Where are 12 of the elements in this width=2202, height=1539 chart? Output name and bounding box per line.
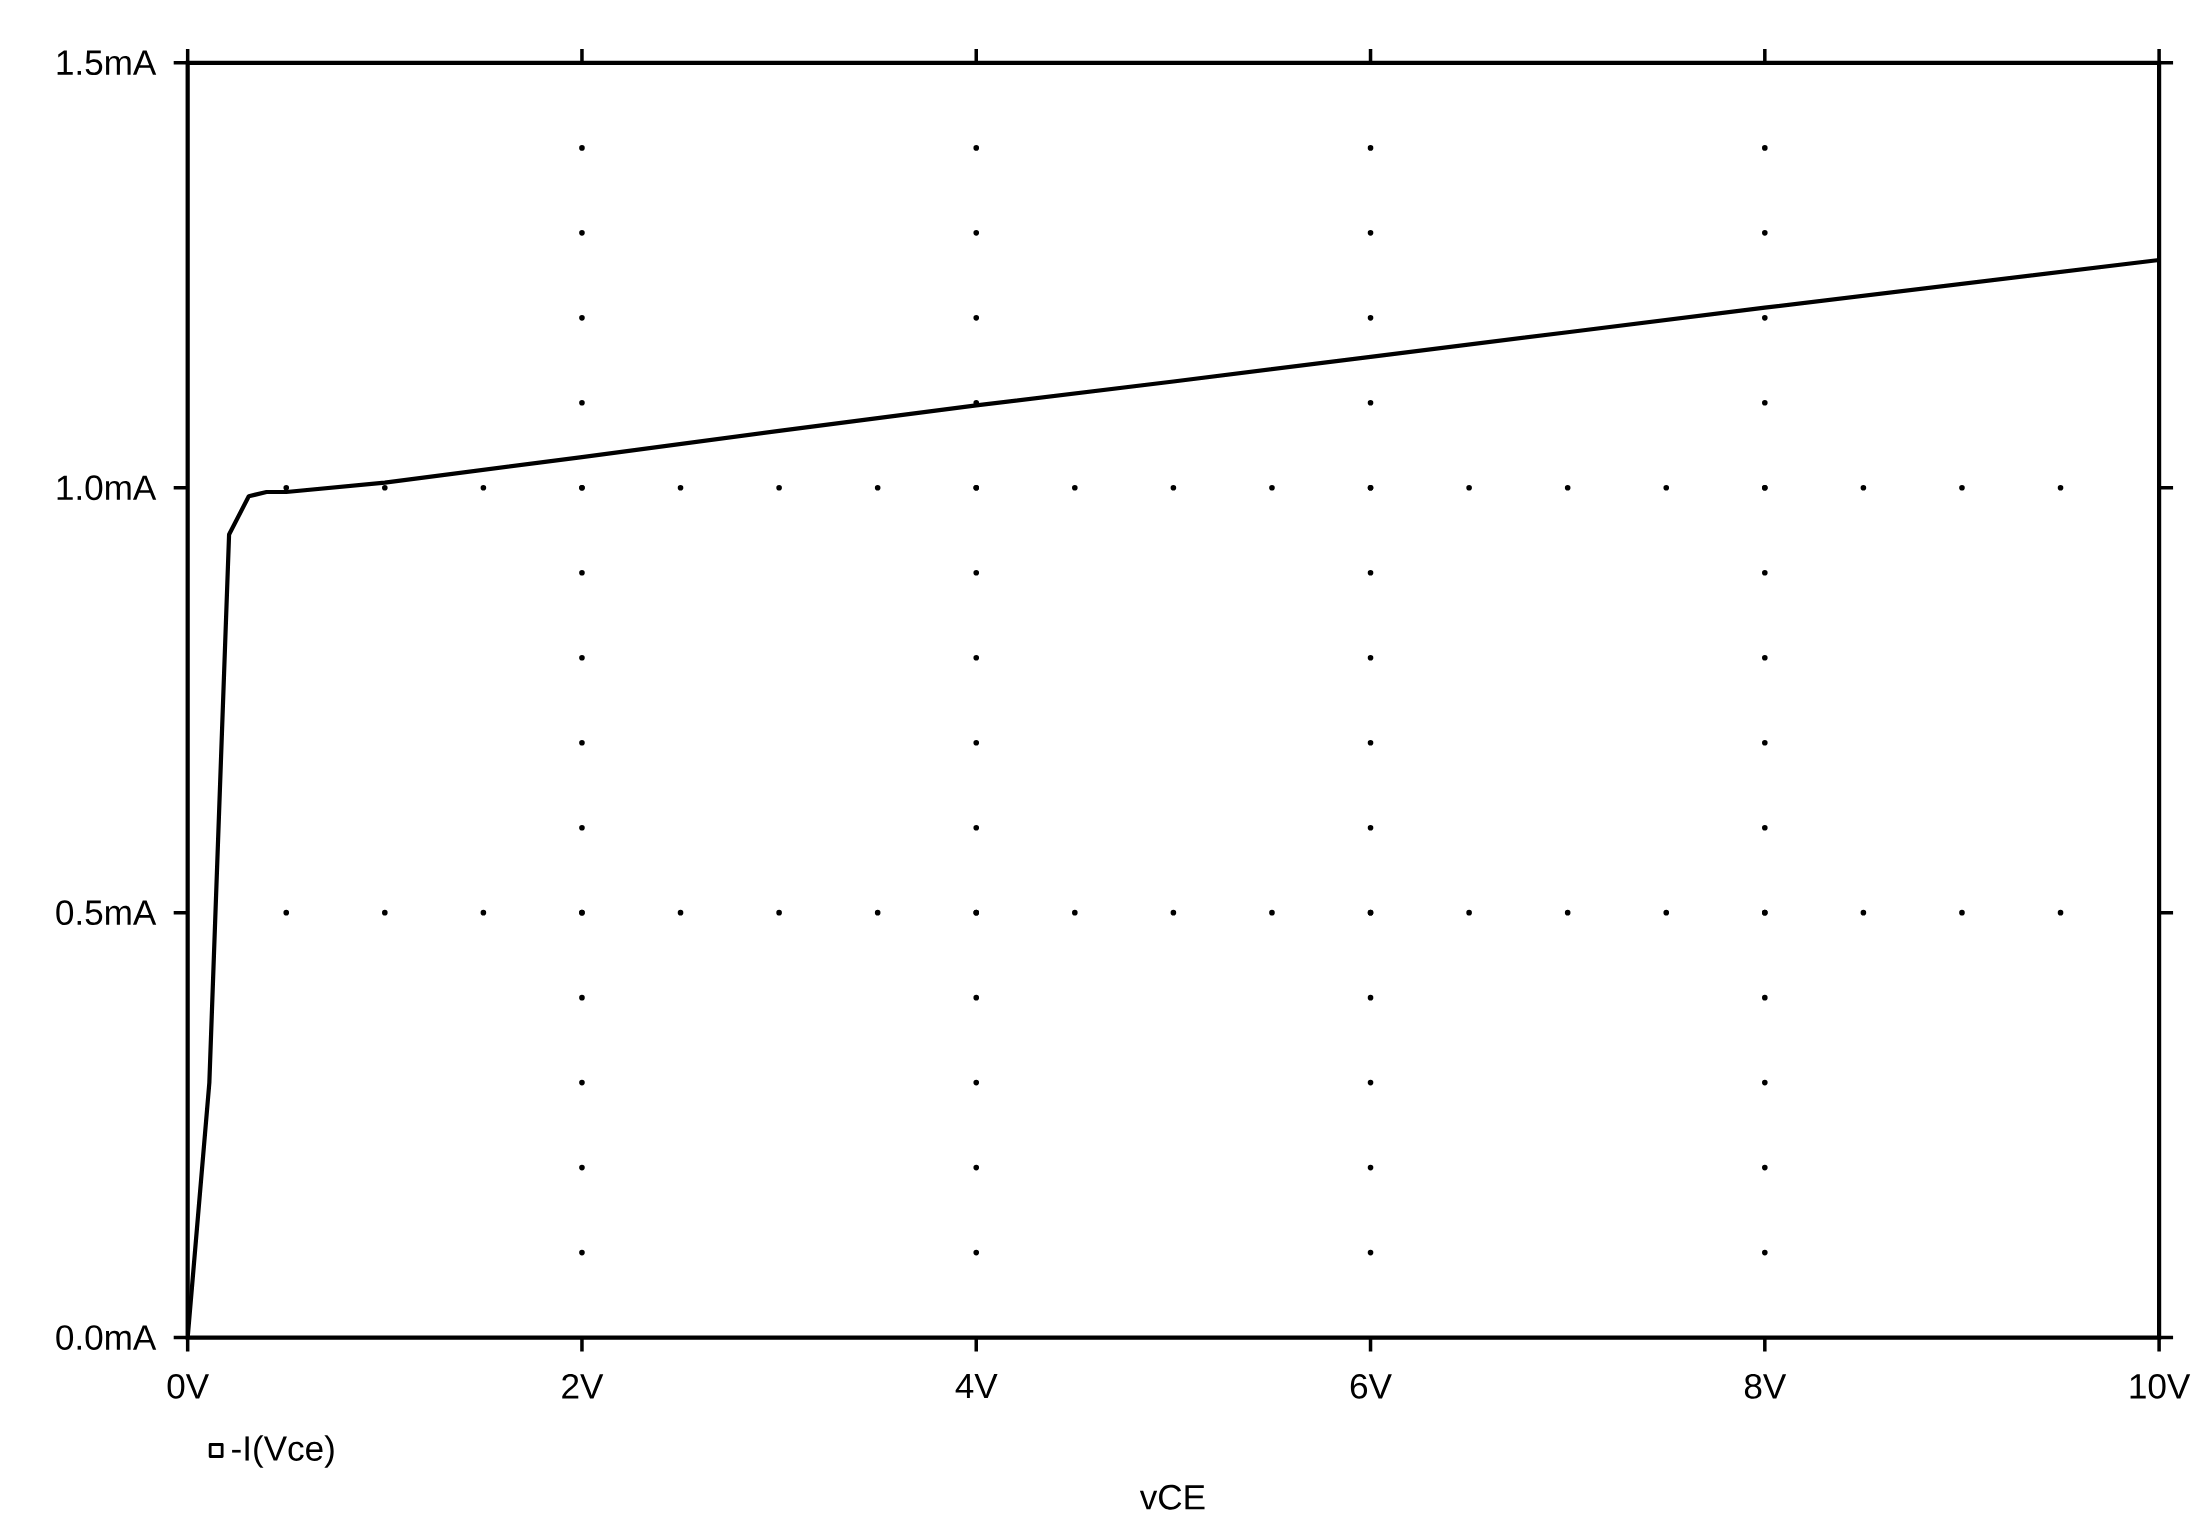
y-tick-label: 0.5mA	[56, 900, 157, 925]
x-tick-label: 2V	[562, 1373, 604, 1399]
x-tick-label: 0V	[167, 1373, 209, 1399]
legend-label: -I(Vce)	[232, 1435, 334, 1468]
x-tick-label: 4V	[955, 1373, 998, 1398]
x-axis-title: vCE	[1139, 1484, 1205, 1510]
y-tick-label: 0.0mA	[56, 1325, 157, 1350]
x-tick-label: 6V	[1350, 1373, 1392, 1399]
y-tick-label: 1.5mA	[57, 50, 157, 75]
x-tick-label: 8V	[1744, 1373, 1787, 1399]
y-tick-label: 1.0mA	[57, 475, 157, 501]
x-tick-label: 10V	[2130, 1373, 2191, 1399]
